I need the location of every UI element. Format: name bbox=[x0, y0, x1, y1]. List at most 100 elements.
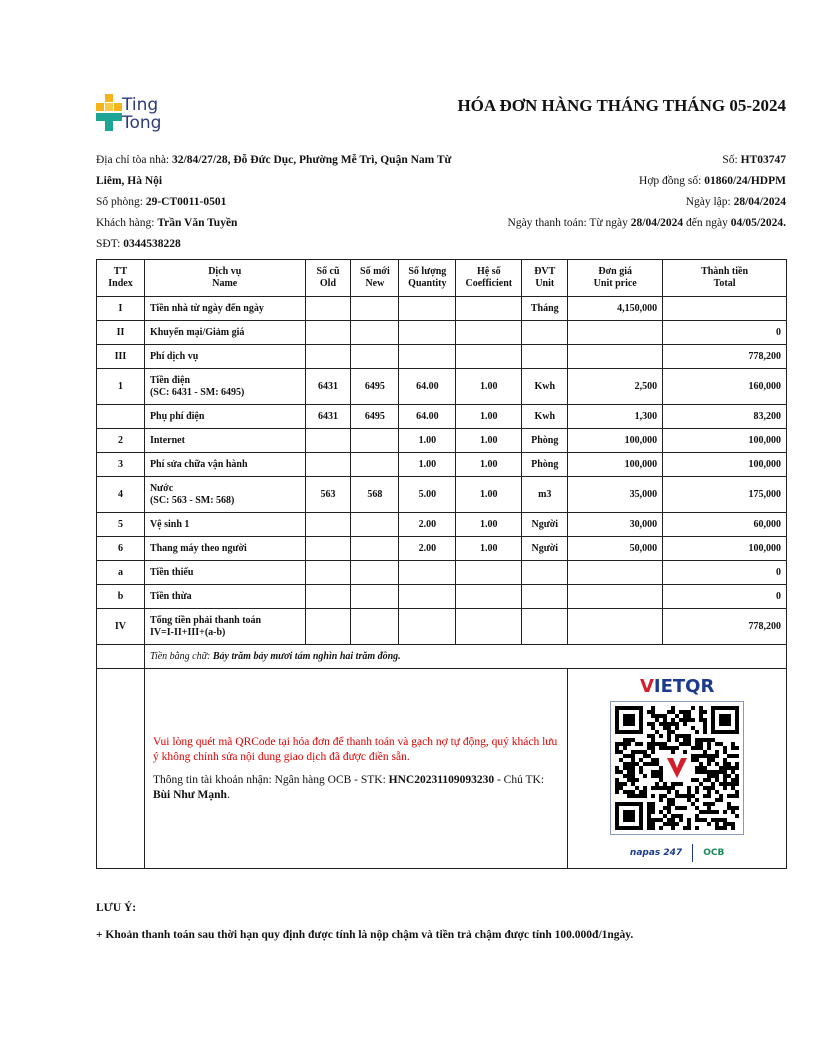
table-cell: Tiền thiếu bbox=[143, 560, 306, 585]
table-cell: 100,000 bbox=[662, 428, 787, 453]
table-cell: Người bbox=[521, 536, 569, 561]
tingtong-logo-icon bbox=[96, 94, 122, 131]
column-header: ĐVT Unit bbox=[521, 259, 569, 297]
table-cell bbox=[304, 320, 352, 345]
table-cell: Tiền thừa bbox=[143, 584, 306, 609]
table-cell bbox=[521, 608, 569, 645]
table-cell: Tháng bbox=[521, 296, 569, 321]
table-cell: Kwh bbox=[521, 368, 569, 405]
table-cell: Người bbox=[521, 512, 569, 537]
table-cell: 6431 bbox=[304, 368, 352, 405]
table-cell: 100,000 bbox=[662, 452, 787, 477]
table-cell bbox=[567, 320, 664, 345]
table-cell: 83,200 bbox=[662, 404, 787, 429]
table-cell: Kwh bbox=[521, 404, 569, 429]
column-header: Số lượng Quantity bbox=[398, 259, 457, 297]
table-cell: IV bbox=[96, 608, 145, 645]
table-cell bbox=[398, 584, 457, 609]
table-cell: 563 bbox=[304, 476, 352, 513]
table-cell: 5.00 bbox=[398, 476, 457, 513]
table-cell: 1.00 bbox=[455, 452, 523, 477]
table-cell: 6 bbox=[96, 536, 145, 561]
table-cell bbox=[398, 560, 457, 585]
table-row: I Tiền nhà từ ngày đến ngày Tháng 4,150,000 bbox=[96, 296, 787, 321]
table-cell bbox=[350, 452, 400, 477]
payment-info: Vui lòng quét mã QRCode tại hóa đơn để t… bbox=[143, 668, 569, 869]
table-cell: Nước (SC: 563 - SM: 568) bbox=[143, 476, 306, 513]
table-cell: Phí sửa chữa vận hành bbox=[143, 452, 306, 477]
table-cell: 2 bbox=[96, 428, 145, 453]
table-cell: 4,150,000 bbox=[567, 296, 664, 321]
table-cell: 64.00 bbox=[398, 404, 457, 429]
table-cell: 1.00 bbox=[455, 476, 523, 513]
note-text: + Khoản thanh toán sau thời hạn quy định… bbox=[96, 929, 634, 941]
table-cell bbox=[304, 452, 352, 477]
table-cell bbox=[521, 320, 569, 345]
table-cell: 0 bbox=[662, 584, 787, 609]
table-cell: 1.00 bbox=[455, 428, 523, 453]
column-header: TT Index bbox=[96, 259, 145, 297]
qr-code-icon[interactable] bbox=[610, 700, 745, 835]
table-cell bbox=[304, 512, 352, 537]
table-cell: 4 bbox=[96, 476, 145, 513]
table-cell bbox=[521, 584, 569, 609]
table-cell: 778,200 bbox=[662, 344, 787, 369]
table-cell: b bbox=[96, 584, 145, 609]
table-cell: 1.00 bbox=[455, 368, 523, 405]
table-row: 3 Phí sửa chữa vận hành 1.00 1.00 Phòng 100,0… bbox=[96, 452, 787, 477]
table-cell bbox=[304, 536, 352, 561]
table-cell bbox=[455, 584, 523, 609]
table-cell bbox=[567, 560, 664, 585]
table-cell: 100,000 bbox=[567, 452, 664, 477]
table-cell: Tiền điện (SC: 6431 - SM: 6495) bbox=[143, 368, 306, 405]
table-row: II Khuyến mại/Giảm giá 0 bbox=[96, 320, 787, 345]
table-cell: 778,200 bbox=[662, 608, 787, 645]
table-cell: 6495 bbox=[350, 404, 400, 429]
table-cell bbox=[398, 608, 457, 645]
table-cell bbox=[350, 320, 400, 345]
table-row: Phụ phí điện 6431 6495 64.00 1.00 Kwh 1,300 83,… bbox=[96, 404, 787, 429]
table-cell: a bbox=[96, 560, 145, 585]
ocb-logo: OCB bbox=[703, 847, 725, 858]
table-row: 6 Thang máy theo người 2.00 1.00 Người 50,000… bbox=[96, 536, 787, 561]
table-cell: 50,000 bbox=[567, 536, 664, 561]
table-cell: 100,000 bbox=[567, 428, 664, 453]
column-header: Thành tiền Total bbox=[662, 259, 787, 297]
table-cell bbox=[304, 296, 352, 321]
table-cell bbox=[455, 608, 523, 645]
table-cell: 1,300 bbox=[567, 404, 664, 429]
table-cell bbox=[455, 320, 523, 345]
table-cell: Phòng bbox=[521, 452, 569, 477]
invoice-table: TT Index Dịch vụ Name Số cũ Old Số mới New Số lư… bbox=[96, 259, 788, 869]
table-cell: 64.00 bbox=[398, 368, 457, 405]
table-row: 1 Tiền điện (SC: 6431 - SM: 6495) 6431 6495… bbox=[96, 368, 787, 405]
table-row: 4 Nước (SC: 563 - SM: 568) 563 568 5.00 1.00 m… bbox=[96, 476, 787, 513]
note-title: LƯU Ý: bbox=[96, 902, 137, 914]
table-cell bbox=[567, 344, 664, 369]
logo-text: Ting Tong bbox=[122, 95, 162, 133]
table-cell: Tiền nhà từ ngày đến ngày bbox=[143, 296, 306, 321]
table-cell: 100,000 bbox=[662, 536, 787, 561]
invoice-title: HÓA ĐƠN HÀNG THÁNG THÁNG 05-2024 bbox=[457, 96, 786, 115]
napas-logo: napas 247 bbox=[629, 847, 683, 858]
table-cell: Phụ phí điện bbox=[143, 404, 306, 429]
table-cell: Internet bbox=[143, 428, 306, 453]
table-row: 5 Vệ sinh 1 2.00 1.00 Người 30,000 60,000 bbox=[96, 512, 787, 537]
table-cell: 175,000 bbox=[662, 476, 787, 513]
table-cell: II bbox=[96, 320, 145, 345]
table-cell bbox=[455, 560, 523, 585]
table-cell: 1.00 bbox=[398, 452, 457, 477]
table-cell bbox=[350, 512, 400, 537]
table-cell: III bbox=[96, 344, 145, 369]
table-cell: 568 bbox=[350, 476, 400, 513]
table-cell: 1.00 bbox=[398, 428, 457, 453]
table-cell bbox=[304, 428, 352, 453]
column-header: Số mới New bbox=[350, 259, 400, 297]
table-cell bbox=[350, 428, 400, 453]
table-cell: Phí dịch vụ bbox=[143, 344, 306, 369]
table-cell bbox=[567, 608, 664, 645]
table-cell: m3 bbox=[521, 476, 569, 513]
table-cell bbox=[96, 404, 145, 429]
column-header: Hệ số Coefficient bbox=[455, 259, 523, 297]
table-cell: 6431 bbox=[304, 404, 352, 429]
